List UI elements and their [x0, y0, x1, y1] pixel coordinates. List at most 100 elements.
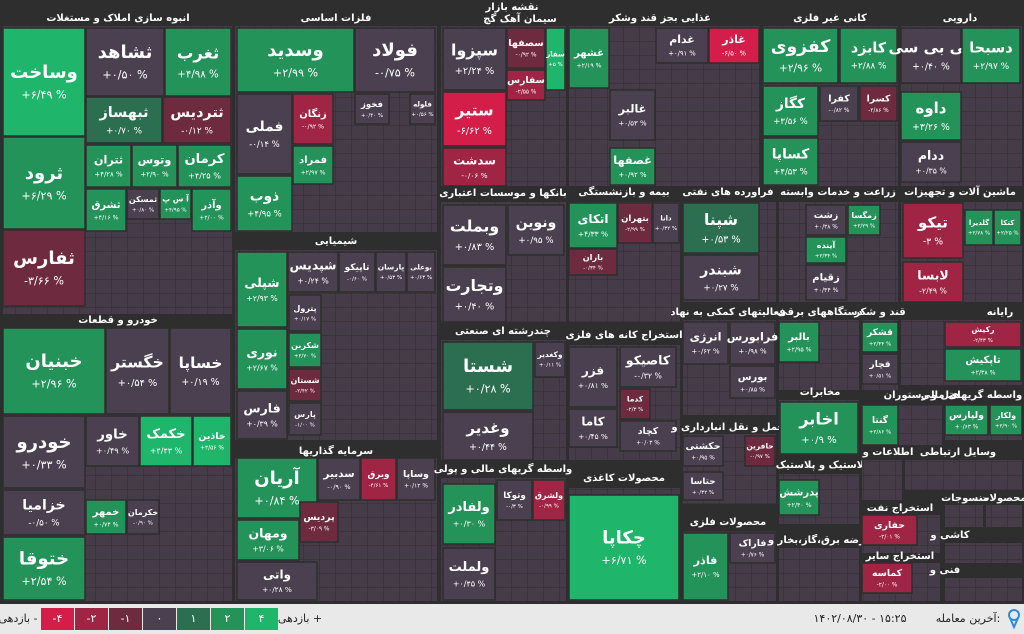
stock-tile[interactable]: کاصیکو -۰/۳۲ % [619, 346, 677, 388]
stock-tile[interactable]: سفارس -۲/۵۵ % [506, 69, 546, 101]
stock-tile[interactable]: ثتردیس -۰/۱۲ % [162, 96, 232, 144]
stock-tile[interactable]: ثتران +۴/۲۸ % [85, 144, 132, 188]
stock-tile[interactable]: سصفها -۰/۹۲ % [506, 27, 546, 69]
stock-tile[interactable]: وکغدیر +۰/۱۱ % [534, 341, 566, 378]
stock-tile[interactable]: قشکر +۲/۴۴ % [861, 321, 899, 353]
stock-tile[interactable]: تاپکیش +۲/۳۸ % [944, 348, 1022, 382]
stock-tile[interactable]: انرژی +۰/۶۲ % [682, 321, 729, 365]
stock-tile[interactable]: باران -۰/۳۴ % [568, 248, 618, 276]
stock-tile[interactable]: وساپا +۰/۱۲ % [396, 457, 436, 501]
stock-tile[interactable]: اخابر +۰/۹ % [779, 401, 859, 455]
stock-tile[interactable]: ثفارس -۳/۶۶ % [2, 229, 86, 307]
stock-tile[interactable]: لابسا -۲/۴۹ % [902, 261, 964, 303]
stock-tile[interactable]: کگاز +۳/۵۶ % [762, 85, 819, 137]
stock-tile[interactable]: حکشتی +۰/۹۵ % [682, 435, 724, 467]
stock-tile[interactable]: شکربن +۲/۷۰ % [288, 332, 322, 368]
stock-tile[interactable]: کفزوی +۲/۹۶ % [762, 27, 839, 84]
stock-tile[interactable]: وتجارت +۰/۴۰ % [442, 266, 507, 323]
stock-tile[interactable]: وتوس +۲/۹۰ % [131, 144, 178, 188]
stock-tile[interactable]: دانا +۰/۳۲ % [652, 202, 680, 244]
stock-tile[interactable]: خگستر +۰/۵۴ % [105, 327, 170, 415]
stock-tile[interactable]: پارسان +۰/۵۳ % [375, 251, 407, 293]
stock-tile[interactable]: پارس -۱/۰۰ % [288, 402, 322, 436]
stock-tile[interactable]: ولپارس +۰/۶۳ % [944, 404, 989, 436]
stock-tile[interactable]: ددام +۰/۳۵ % [900, 141, 962, 183]
stock-tile[interactable]: حتاسا +۰/۳۲ % [682, 471, 724, 501]
stock-tile[interactable]: شپدیس +۰/۲۴ % [287, 251, 339, 293]
stock-tile[interactable]: ختوقا +۲/۵۴ % [2, 536, 86, 601]
stock-tile[interactable]: ثغرب +۴/۹۸ % [164, 27, 232, 97]
stock-tile[interactable]: زنگان -۰/۹۲ % [292, 93, 334, 145]
stock-tile[interactable]: ثشرق +۴/۱۶ % [85, 188, 127, 232]
stock-tile[interactable]: دسبحا +۲/۹۷ % [961, 27, 1021, 84]
stock-tile[interactable]: پترول +۰/۱۷ % [288, 294, 322, 332]
stock-tile[interactable]: کی بی سی +۰/۴۰ % [888, 27, 974, 84]
stock-tile[interactable]: آریان +۰/۸۴ % [236, 457, 318, 519]
stock-tile[interactable]: شستا +۰/۲۸ % [442, 341, 534, 411]
stock-tile[interactable]: بتهران -۲/۹۹ % [617, 202, 653, 244]
stock-tile[interactable]: ذوب +۴/۹۵ % [236, 175, 293, 232]
stock-tile[interactable]: شبندر +۰/۲۷ % [682, 254, 760, 301]
stock-tile[interactable]: فرابورس +۰/۹۸ % [727, 321, 779, 365]
stock-tile[interactable]: کتکا +۲/۲۵ % [993, 209, 1022, 246]
stock-tile[interactable]: کاما +۰/۴۵ % [568, 408, 618, 448]
stock-tile[interactable]: غشهر +۲/۱۹ % [568, 27, 610, 89]
stock-tile[interactable]: فولاد -۰/۷۵ % [354, 27, 436, 93]
stock-tile[interactable]: آ س پ +۴/۹۵ % [159, 188, 192, 220]
stock-tile[interactable]: غاذر -۶/۵۰ % [708, 27, 760, 64]
stock-tile[interactable]: فاراک +۰/۷۶ % [729, 532, 776, 564]
stock-tile[interactable]: بوعلی +۰/۶۳ % [406, 251, 436, 293]
stock-tile[interactable]: فارس +۰/۳۹ % [236, 390, 288, 440]
stock-tile[interactable]: رکیش -۲/۴۳ % [944, 321, 1022, 348]
stock-tile[interactable]: حافرین -۰/۹۷ % [744, 435, 776, 467]
stock-tile[interactable]: فخوز +۰/۴۰ % [354, 93, 390, 125]
stock-tile[interactable]: غصفها +۰/۹۲ % [609, 147, 656, 186]
stock-tile[interactable]: داوه +۳/۲۶ % [900, 91, 962, 141]
stock-tile[interactable]: وبرق -۴/۶۱ % [360, 457, 397, 501]
stock-tile[interactable]: وسدید +۲/۹۹ % [236, 27, 355, 93]
stock-tile[interactable]: شستان -۲/۴۲ % [288, 368, 322, 402]
stock-tile[interactable]: پدرشش +۲/۴۰ % [778, 479, 820, 516]
stock-tile[interactable]: ومهان +۳/۰۶ % [236, 519, 300, 561]
stock-tile[interactable]: فلوله +۰/۵۶ % [409, 93, 436, 125]
stock-tile[interactable]: کماسه -۲/۰۰ % [861, 562, 913, 594]
stock-tile[interactable]: بورس +۰/۸۵ % [729, 365, 776, 399]
stock-tile[interactable]: ولکار +۲/۹۰ % [989, 404, 1023, 436]
stock-tile[interactable]: شپلی +۲/۹۳ % [236, 251, 288, 328]
stock-tile[interactable]: کرمان +۴/۲۵ % [177, 144, 232, 188]
stock-tile[interactable]: وتوکا -۰/۳ % [496, 479, 533, 521]
stock-tile[interactable]: ونوین +۰/۹۵ % [507, 204, 565, 256]
stock-tile[interactable]: خکرمان -۰/۹۰ % [126, 499, 160, 535]
stock-tile[interactable]: گنتا +۲/۸۶ % [861, 404, 899, 446]
stock-tile[interactable]: وآذر +۲/۰۰ % [191, 188, 232, 232]
stock-tile[interactable]: فزر +۰/۸۱ % [568, 346, 618, 408]
stock-tile[interactable]: تیکو -۳ % [902, 202, 964, 259]
stock-tile[interactable]: ستیر -۶/۶۲ % [442, 91, 507, 147]
stock-tile[interactable]: وبملت +۰/۸۳ % [442, 204, 507, 266]
stock-tile[interactable]: فملی -۰/۱۴ % [236, 93, 293, 175]
stock-tile[interactable]: زمگسا +۲/۲۹ % [847, 204, 881, 236]
stock-tile[interactable]: کفرا -۰/۸۲ % [819, 85, 859, 122]
stock-tile[interactable]: کدما -۲/۳ % [619, 388, 651, 420]
stock-tile[interactable]: خساپا +۰/۱۹ % [169, 327, 232, 415]
stock-tile[interactable]: چکاپا +۶/۷۱ % [568, 494, 680, 601]
stock-tile[interactable]: وغدیر +۰/۴۴ % [442, 411, 534, 461]
stock-tile[interactable]: سدبیر -۰/۹۰ % [317, 457, 361, 501]
stock-tile[interactable]: کساپا +۴/۵۳ % [762, 137, 819, 186]
stock-tile[interactable]: اتکای +۴/۳۳ % [568, 202, 618, 249]
stock-tile[interactable]: سفار +۵ % [545, 27, 566, 91]
stock-tile[interactable]: شپنا +۰/۵۳ % [682, 202, 760, 254]
stock-tile[interactable]: قچار +۰/۵۱ % [861, 353, 899, 385]
stock-tile[interactable]: فمراد +۲/۹۷ % [292, 145, 334, 185]
stock-tile[interactable]: کچاد +۰/۰۳ % [619, 420, 677, 452]
stock-tile[interactable]: ولملت +۰/۴۵ % [442, 547, 496, 601]
stock-tile[interactable]: ثبهساز +۰/۷۰ % [85, 96, 163, 144]
stock-tile[interactable]: کسرا -۲/۸۶ % [859, 85, 898, 122]
stock-tile[interactable]: خبنیان +۲/۹۶ % [2, 327, 106, 415]
stock-tile[interactable]: زشت +۰/۳۸ % [805, 204, 847, 236]
stock-tile[interactable]: خکمک +۴/۴۳ % [139, 415, 193, 467]
stock-tile[interactable]: غالبر +۰/۵۳ % [609, 89, 656, 141]
stock-tile[interactable]: سدشت -۰/۰۶ % [442, 147, 507, 187]
stock-tile[interactable]: پردیس -۳/۰۹ % [299, 501, 339, 543]
stock-tile[interactable]: خمهر +۰/۷۴ % [85, 499, 127, 535]
